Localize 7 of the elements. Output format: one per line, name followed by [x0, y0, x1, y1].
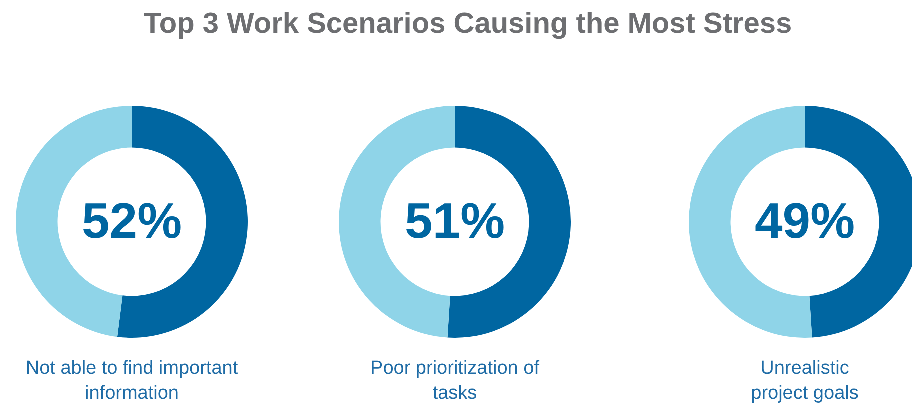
text: Not able to find important information — [24, 357, 240, 406]
text: Poor prioritization of tasks — [370, 357, 540, 406]
data-label: 52% — [82, 192, 182, 249]
data-label: 49% — [754, 192, 856, 249]
data-label: 51% — [404, 192, 506, 249]
text: Unrealistic project goals — [750, 357, 860, 406]
text: Top 3 Work Scenarios Causing the Most Stress — [142, 8, 794, 41]
